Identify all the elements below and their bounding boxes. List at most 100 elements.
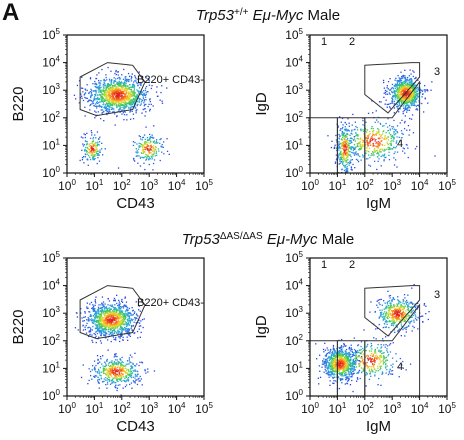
event-dot	[385, 132, 387, 134]
event-dot	[115, 315, 117, 317]
event-dot	[112, 362, 114, 364]
event-dot	[141, 149, 144, 151]
event-dot	[408, 75, 410, 77]
event-dot	[404, 79, 406, 81]
event-dot	[109, 333, 112, 335]
event-dot	[364, 128, 367, 131]
event-dot	[84, 149, 86, 151]
event-dot	[376, 152, 378, 155]
event-dot	[118, 317, 120, 319]
event-dot	[107, 311, 109, 313]
event-dot	[411, 82, 413, 85]
event-dot	[128, 371, 130, 373]
event-dot	[369, 156, 371, 159]
event-dot	[138, 135, 140, 137]
event-dot	[384, 144, 386, 146]
event-dot	[389, 343, 392, 345]
event-dot	[147, 139, 149, 142]
event-dot	[393, 107, 396, 109]
event-dot	[99, 374, 101, 376]
event-dot	[118, 314, 120, 316]
event-dot	[372, 144, 374, 147]
event-dot	[398, 367, 400, 369]
event-dot	[77, 329, 79, 331]
event-dot	[110, 313, 113, 315]
event-dot	[161, 102, 164, 104]
event-dot	[403, 86, 405, 88]
event-dot	[107, 364, 110, 366]
event-dot	[368, 164, 370, 166]
event-dot	[348, 147, 350, 149]
event-dot	[393, 146, 395, 148]
event-dot	[350, 167, 353, 169]
event-dot	[119, 334, 122, 337]
event-dot	[397, 107, 399, 110]
event-dot	[108, 111, 110, 113]
event-dot	[389, 124, 391, 127]
event-dot	[127, 377, 130, 379]
event-dot	[365, 130, 367, 133]
event-dot	[126, 105, 128, 107]
event-dot	[397, 105, 399, 107]
event-dot	[110, 88, 112, 91]
event-dot	[349, 140, 351, 142]
event-dot	[391, 139, 393, 142]
event-dot	[151, 146, 153, 148]
event-dot	[113, 77, 115, 79]
event-dot	[102, 319, 105, 322]
event-dot	[368, 151, 370, 153]
event-dot	[399, 85, 401, 87]
event-dot	[413, 95, 415, 97]
event-dot	[348, 125, 350, 127]
event-dot	[100, 109, 102, 111]
event-dot	[390, 148, 392, 150]
event-dot	[85, 332, 88, 334]
event-dot	[396, 140, 398, 142]
event-dot	[108, 370, 110, 373]
event-dot	[98, 304, 100, 306]
event-dot	[415, 92, 418, 94]
event-dot	[161, 151, 163, 153]
event-dot	[414, 148, 417, 150]
event-dot	[106, 79, 108, 81]
event-dot	[130, 104, 132, 106]
event-dot	[395, 85, 397, 87]
event-dot	[108, 78, 111, 80]
event-dot	[331, 140, 333, 142]
event-dot	[398, 80, 400, 83]
event-dot	[375, 134, 377, 136]
event-dot	[91, 148, 93, 150]
event-dot	[106, 359, 108, 362]
event-dot	[108, 84, 111, 86]
event-dot	[355, 132, 357, 134]
event-dot	[405, 80, 408, 82]
event-dot	[120, 102, 122, 105]
event-dot	[115, 71, 117, 73]
event-dot	[116, 389, 118, 392]
event-dot	[368, 154, 370, 156]
event-dot	[103, 83, 105, 85]
event-dot	[86, 132, 88, 134]
x-tick-label: 102	[113, 401, 131, 416]
event-dot	[88, 330, 90, 333]
event-dot	[84, 106, 86, 108]
event-dot	[94, 320, 96, 322]
event-dot	[92, 308, 94, 310]
event-dot	[106, 308, 108, 310]
event-dot	[126, 314, 128, 316]
event-dot	[118, 80, 120, 82]
event-dot	[117, 167, 120, 169]
event-dot	[412, 93, 414, 96]
event-dot	[392, 92, 394, 94]
event-dot	[125, 107, 127, 109]
event-dot	[338, 143, 340, 145]
event-dot	[97, 358, 99, 360]
event-dot	[108, 333, 110, 336]
event-dot	[340, 156, 342, 158]
event-dot	[412, 97, 414, 99]
event-dot	[84, 312, 86, 314]
event-dot	[101, 328, 103, 330]
event-dot	[394, 331, 396, 333]
event-dot	[107, 315, 109, 317]
event-dot	[402, 360, 404, 363]
